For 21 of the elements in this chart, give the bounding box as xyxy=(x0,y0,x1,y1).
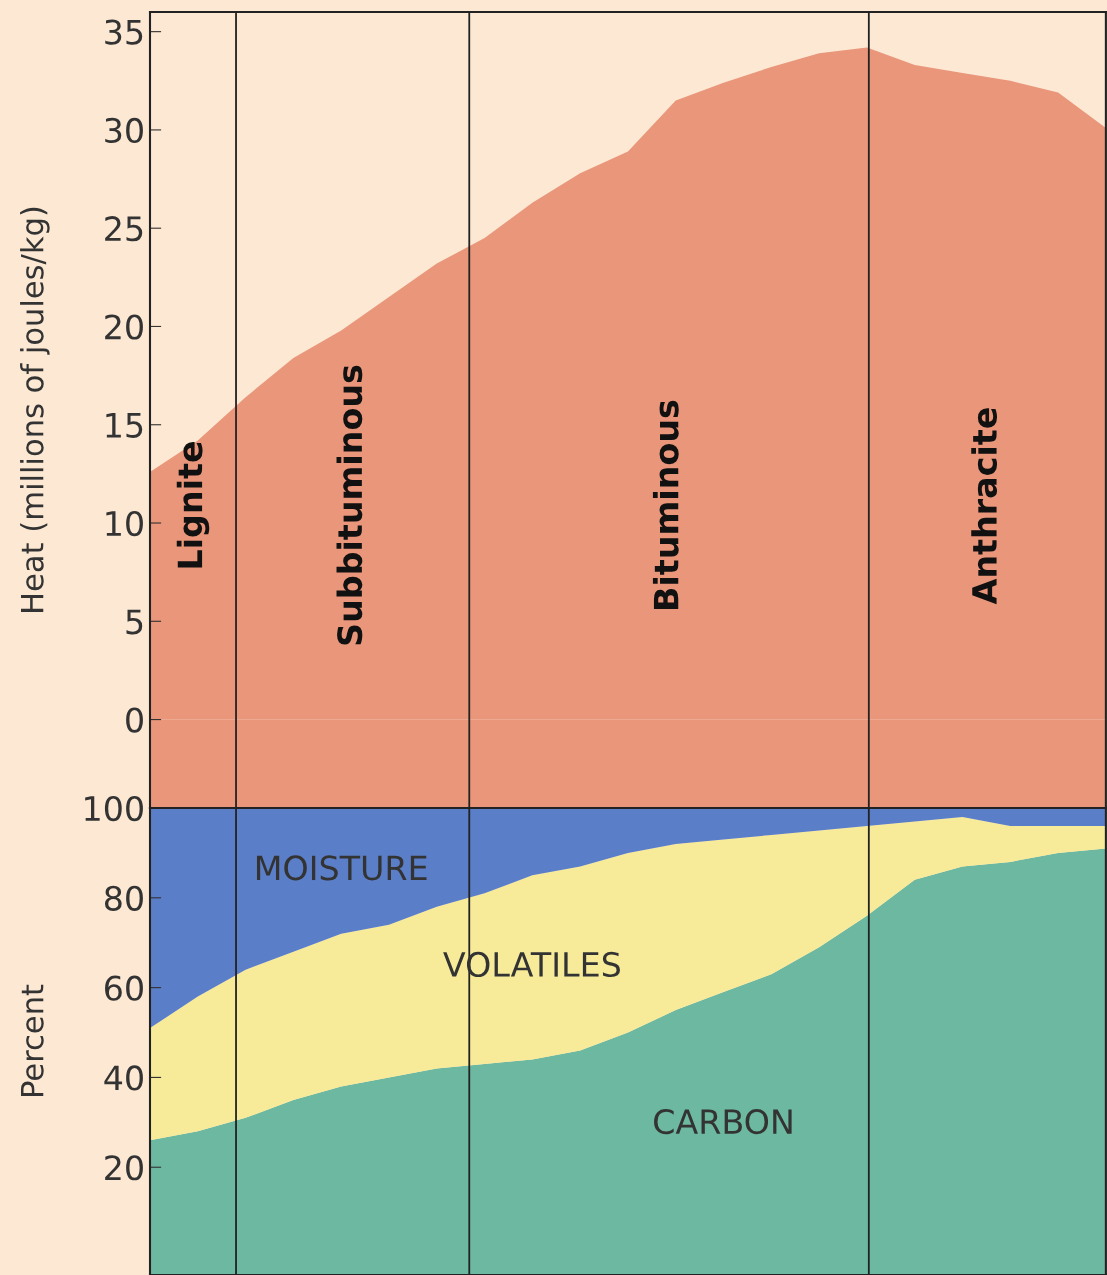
y-tick-label: 30 xyxy=(105,117,143,144)
y-tick-label: 40 xyxy=(104,1065,143,1091)
y-tick-label: 5 xyxy=(126,609,143,635)
y-axis-title: Percent xyxy=(21,984,44,1096)
y-tick-label: 100 xyxy=(85,795,143,822)
y-tick-label: 20 xyxy=(105,1155,143,1181)
y-tick-label: 35 xyxy=(105,19,143,45)
annotation: Lignite xyxy=(176,442,210,568)
y-tick-label: 25 xyxy=(105,216,143,242)
y-tick-label: 60 xyxy=(105,975,143,1001)
series-label: MOISTURE xyxy=(256,855,427,881)
y-tick-label: 80 xyxy=(104,885,143,911)
y-axis-title: Heat (millions of joules/kg) xyxy=(20,207,50,612)
y-tick-label: 20 xyxy=(105,314,143,340)
y-tick-label: 0 xyxy=(126,707,143,733)
annotation: Subbituminous xyxy=(336,365,363,645)
y-tick-label: 10 xyxy=(106,510,143,537)
y-tick-label: 15 xyxy=(106,413,143,438)
annotation: Bituminous xyxy=(652,400,679,609)
series-label: CARBON xyxy=(654,1109,792,1135)
annotation: Anthracite xyxy=(971,408,998,605)
